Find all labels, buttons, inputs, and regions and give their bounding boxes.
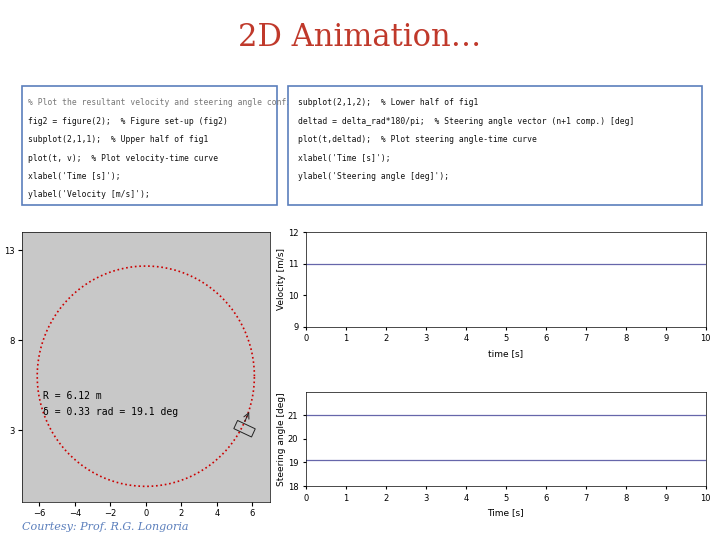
Text: xlabel('Time [s]');: xlabel('Time [s]');	[28, 172, 121, 181]
Text: Courtesy: Prof. R.G. Longoria: Courtesy: Prof. R.G. Longoria	[22, 522, 188, 532]
X-axis label: Time [s]: Time [s]	[487, 508, 524, 517]
Text: xlabel('Time [s]');: xlabel('Time [s]');	[298, 153, 391, 163]
Y-axis label: Steering angle [deg]: Steering angle [deg]	[277, 392, 287, 485]
Text: subplot(2,1,1);  % Upper half of fig1: subplot(2,1,1); % Upper half of fig1	[28, 135, 208, 144]
Text: deltad = delta_rad*180/pi;  % Steering angle vector (n+1 comp.) [deg]: deltad = delta_rad*180/pi; % Steering an…	[298, 117, 635, 126]
Text: 2D Animation…: 2D Animation…	[238, 22, 482, 52]
Bar	[234, 421, 256, 437]
Text: plot(t,deltad);  % Plot steering angle-time curve: plot(t,deltad); % Plot steering angle-ti…	[298, 135, 537, 144]
Text: ylabel('Velocity [m/s]');: ylabel('Velocity [m/s]');	[28, 191, 150, 199]
Text: ylabel('Steering angle [deg]');: ylabel('Steering angle [deg]');	[298, 172, 449, 181]
Text: R = 6.12 m: R = 6.12 m	[43, 390, 102, 401]
Text: plot(t, v);  % Plot velocity-time curve: plot(t, v); % Plot velocity-time curve	[28, 153, 218, 163]
FancyBboxPatch shape	[288, 86, 702, 205]
Text: δ = 0.33 rad = 19.1 deg: δ = 0.33 rad = 19.1 deg	[43, 407, 178, 417]
X-axis label: time [s]: time [s]	[488, 349, 523, 358]
Y-axis label: Velocity [m/s]: Velocity [m/s]	[277, 248, 287, 310]
FancyBboxPatch shape	[22, 86, 277, 205]
Text: % Plot the resultant velocity and steering angle configurations: % Plot the resultant velocity and steeri…	[28, 98, 335, 107]
Text: subplot(2,1,2);  % Lower half of fig1: subplot(2,1,2); % Lower half of fig1	[298, 98, 479, 107]
Text: fig2 = figure(2);  % Figure set-up (fig2): fig2 = figure(2); % Figure set-up (fig2)	[28, 117, 228, 126]
